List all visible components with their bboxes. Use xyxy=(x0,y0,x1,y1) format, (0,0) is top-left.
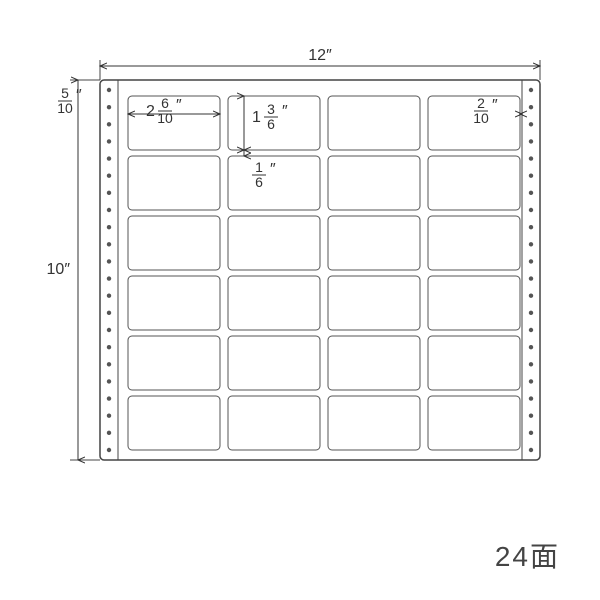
label-cell xyxy=(128,96,220,150)
label-cell xyxy=(428,276,520,330)
svg-text:10: 10 xyxy=(473,110,489,126)
footer-text: 24面 xyxy=(495,535,560,575)
svg-text:1: 1 xyxy=(252,109,261,126)
svg-text:3: 3 xyxy=(267,101,275,117)
svg-text:10: 10 xyxy=(157,110,173,126)
label-cell xyxy=(328,276,420,330)
svg-text:10″: 10″ xyxy=(47,261,71,278)
label-cell xyxy=(228,216,320,270)
label-cell xyxy=(428,216,520,270)
label-cell xyxy=(128,156,220,210)
label-cell xyxy=(428,396,520,450)
label-cell xyxy=(228,396,320,450)
label-cell xyxy=(328,336,420,390)
svg-text:5: 5 xyxy=(61,85,69,101)
svg-text:6: 6 xyxy=(161,95,169,111)
svg-text:″: ″ xyxy=(76,87,82,104)
svg-text:″: ″ xyxy=(282,103,288,120)
label-cell xyxy=(328,396,420,450)
label-cell xyxy=(228,336,320,390)
svg-text:10: 10 xyxy=(57,100,73,116)
label-cell xyxy=(328,156,420,210)
svg-text:6: 6 xyxy=(255,174,263,190)
label-cell xyxy=(328,216,420,270)
svg-text:″: ″ xyxy=(176,97,182,114)
label-cell xyxy=(128,276,220,330)
label-cell xyxy=(128,336,220,390)
svg-text:12″: 12″ xyxy=(308,47,332,64)
svg-text:2: 2 xyxy=(146,103,155,120)
label-cell xyxy=(428,336,520,390)
svg-text:1: 1 xyxy=(255,159,263,175)
label-cell xyxy=(128,216,220,270)
label-cell xyxy=(128,396,220,450)
svg-text:2: 2 xyxy=(477,95,485,111)
svg-text:6: 6 xyxy=(267,116,275,132)
label-cell xyxy=(228,276,320,330)
svg-text:″: ″ xyxy=(270,161,276,178)
svg-text:″: ″ xyxy=(492,97,498,114)
label-cell xyxy=(428,156,520,210)
label-cell xyxy=(328,96,420,150)
